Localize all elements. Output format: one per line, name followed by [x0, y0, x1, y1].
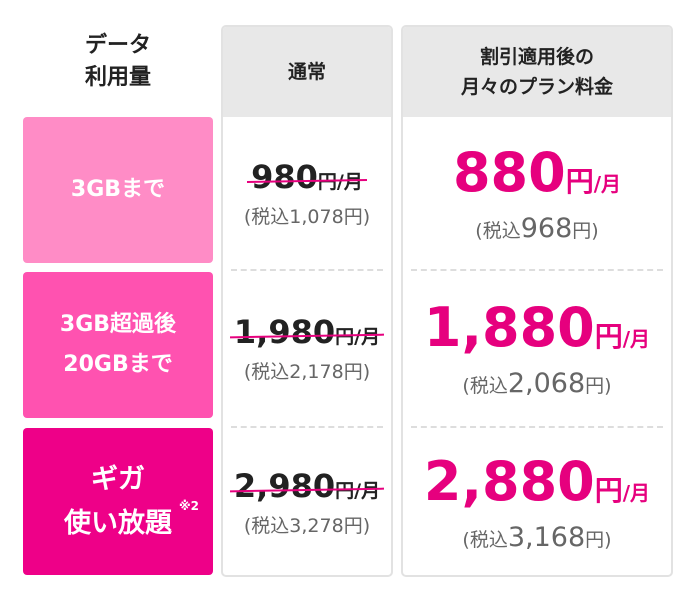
divider	[411, 426, 663, 428]
tier-label-20gb: 3GB超過後 20GBまで	[23, 272, 213, 418]
discount-price: 1,880円/月	[423, 295, 651, 359]
regular-header: 通常	[223, 27, 391, 117]
discount-price: 880円/月	[452, 141, 622, 204]
regular-price: 2,980円/月	[234, 468, 380, 509]
regular-tax: (税込1,078円)	[243, 206, 371, 228]
tier-label-3gb: 3GBまで	[23, 117, 213, 263]
regular-cell-2: 1,980円/月 (税込2,178円)	[223, 271, 391, 426]
discount-price-column: 割引適用後の 月々のプラン料金 880円/月 (税込968円) 1,880円/月…	[401, 25, 673, 577]
tier-label-unlimited: ギガ 使い放題 ※2	[23, 428, 213, 575]
discount-cell-2: 1,880円/月 (税込2,068円)	[403, 271, 671, 426]
discount-tax: (税込968円)	[475, 213, 599, 244]
discount-tax: (税込3,168円)	[462, 522, 612, 553]
regular-price: 980円/月	[251, 159, 363, 200]
divider	[411, 269, 663, 271]
tier-label-text: ギガ 使い放題	[64, 463, 172, 539]
discount-cell-3: 2,880円/月 (税込3,168円)	[403, 428, 671, 575]
divider	[231, 426, 383, 428]
regular-cell-3: 2,980円/月 (税込3,278円)	[223, 428, 391, 575]
divider	[231, 269, 383, 271]
data-usage-header: データ 利用量	[84, 33, 151, 90]
discount-tax: (税込2,068円)	[462, 367, 612, 399]
regular-price-column: 通常 980円/月 (税込1,078円) 1,980円/月 (税込2,178円)…	[221, 25, 393, 577]
tier-label-text: 3GB超過後 20GBまで	[59, 312, 177, 377]
footnote-mark: ※2	[178, 499, 199, 513]
discount-price: 2,880円/月	[423, 450, 651, 513]
tier-label-text: 3GBまで	[70, 177, 166, 202]
regular-tax: (税込3,278円)	[243, 515, 371, 537]
discount-cell-1: 880円/月 (税込968円)	[403, 119, 671, 269]
regular-tax: (税込2,178円)	[243, 360, 371, 383]
regular-cell-1: 980円/月 (税込1,078円)	[223, 119, 391, 269]
discount-header: 割引適用後の 月々のプラン料金	[403, 27, 671, 117]
regular-price: 1,980円/月	[234, 314, 380, 355]
